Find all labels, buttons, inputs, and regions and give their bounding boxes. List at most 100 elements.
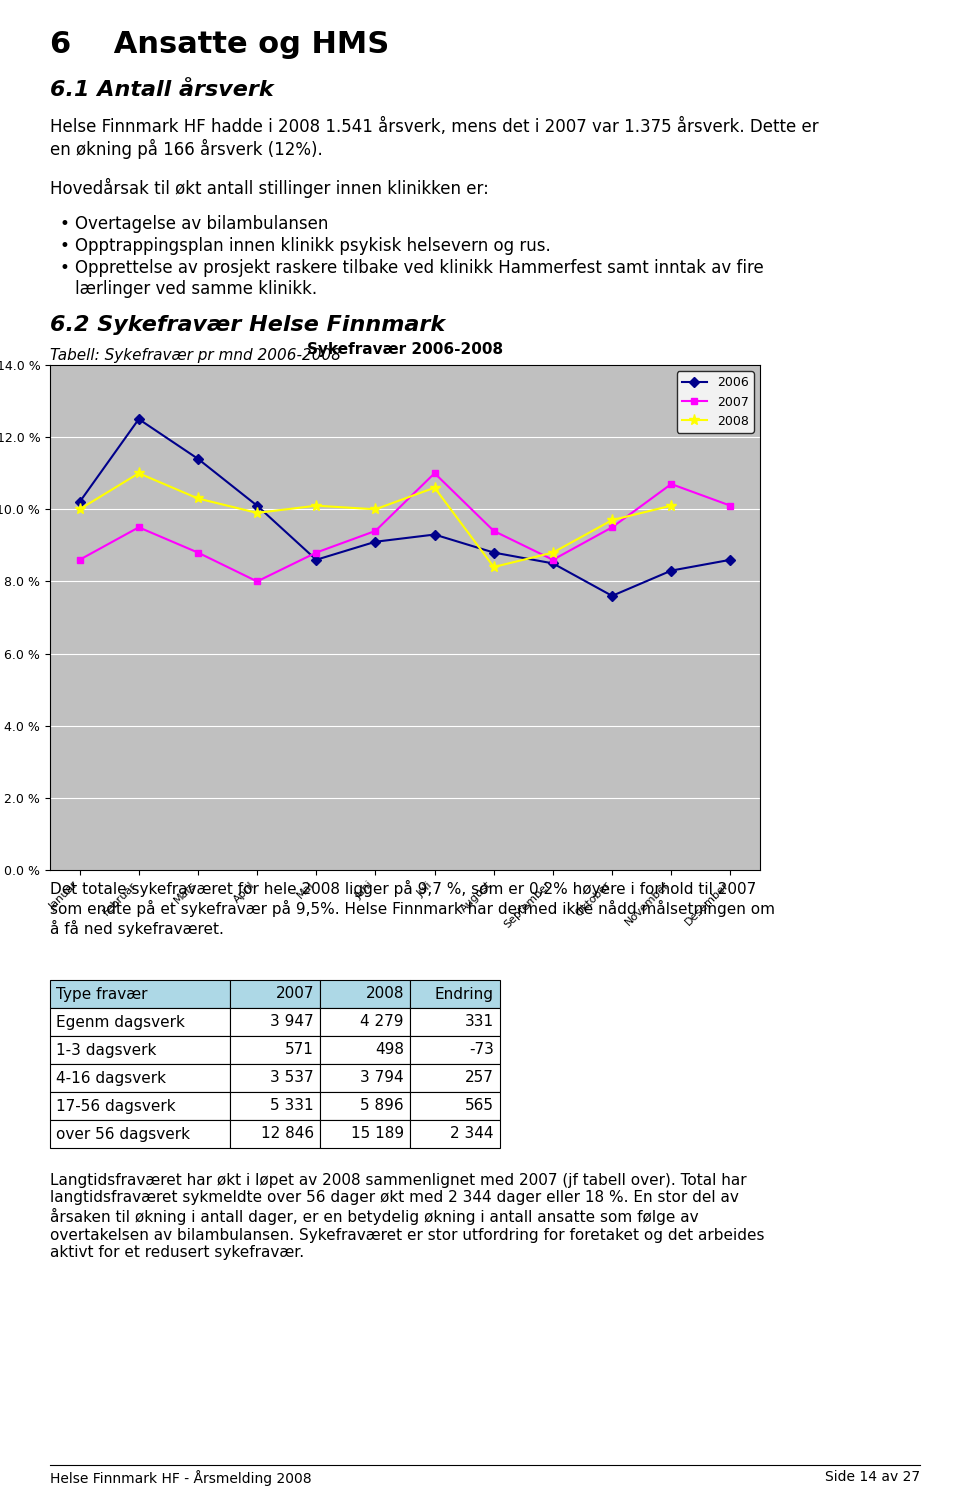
Text: Langtidsfraværet har økt i løpet av 2008 sammenlignet med 2007 (jf tabell over).: Langtidsfraværet har økt i løpet av 2008… xyxy=(50,1173,764,1259)
2008 xyxy=(310,496,322,514)
2006 xyxy=(310,551,322,569)
2007 xyxy=(725,496,736,514)
Text: 5 896: 5 896 xyxy=(360,1098,404,1113)
2007 xyxy=(665,475,677,493)
Text: 6    Ansatte og HMS: 6 Ansatte og HMS xyxy=(50,30,389,58)
2008 xyxy=(252,503,263,521)
Bar xyxy=(320,980,410,1008)
Line: 2006: 2006 xyxy=(76,415,733,599)
2006 xyxy=(192,450,204,468)
Bar xyxy=(410,980,500,1008)
Text: over 56 dagsverk: over 56 dagsverk xyxy=(56,1126,190,1141)
Text: 2007: 2007 xyxy=(276,986,314,1001)
Text: 6.2 Sykefravær Helse Finnmark: 6.2 Sykefravær Helse Finnmark xyxy=(50,315,445,335)
Bar xyxy=(230,980,320,1008)
Text: 3 537: 3 537 xyxy=(271,1071,314,1086)
Bar xyxy=(50,1092,230,1120)
2008 xyxy=(488,559,499,577)
Text: -73: -73 xyxy=(469,1043,494,1058)
2007 xyxy=(547,551,559,569)
Text: •: • xyxy=(60,238,70,255)
2006 xyxy=(665,562,677,580)
2008 xyxy=(665,496,677,514)
Line: 2008: 2008 xyxy=(74,468,677,572)
Title: Sykefravær 2006-2008: Sykefravær 2006-2008 xyxy=(307,342,503,357)
Bar xyxy=(230,1064,320,1092)
Bar xyxy=(320,1008,410,1035)
Bar xyxy=(50,1035,230,1064)
Text: 1-3 dagsverk: 1-3 dagsverk xyxy=(56,1043,156,1058)
Bar xyxy=(230,1120,320,1147)
Text: •: • xyxy=(60,258,70,276)
Text: Type fravær: Type fravær xyxy=(56,986,148,1001)
2007 xyxy=(252,572,263,590)
Bar xyxy=(230,1092,320,1120)
2006 xyxy=(607,587,618,605)
2007 xyxy=(370,521,381,539)
2007 xyxy=(74,551,85,569)
Bar xyxy=(50,1120,230,1147)
Bar xyxy=(410,1035,500,1064)
2006 xyxy=(488,544,499,562)
Text: Side 14 av 27: Side 14 av 27 xyxy=(825,1470,920,1484)
Bar xyxy=(410,1092,500,1120)
Bar xyxy=(410,1064,500,1092)
2007 xyxy=(607,518,618,536)
Text: Endring: Endring xyxy=(435,986,494,1001)
Text: •: • xyxy=(60,215,70,233)
Text: 12 846: 12 846 xyxy=(261,1126,314,1141)
2008 xyxy=(370,500,381,518)
Text: 5 331: 5 331 xyxy=(271,1098,314,1113)
Text: Egenm dagsverk: Egenm dagsverk xyxy=(56,1014,185,1029)
Text: Det totale sykefraværet for hele 2008 ligger på 9,7 %, som er 0,2% høyere i forh: Det totale sykefraværet for hele 2008 li… xyxy=(50,880,775,937)
2007 xyxy=(192,544,204,562)
Text: Tabell: Sykefravær pr mnd 2006-2008: Tabell: Sykefravær pr mnd 2006-2008 xyxy=(50,348,341,363)
Text: Opptrappingsplan innen klinikk psykisk helsevern og rus.: Opptrappingsplan innen klinikk psykisk h… xyxy=(75,238,551,255)
Text: 571: 571 xyxy=(285,1043,314,1058)
Text: Opprettelse av prosjekt raskere tilbake ved klinikk Hammerfest samt inntak av fi: Opprettelse av prosjekt raskere tilbake … xyxy=(75,258,764,297)
Text: 3 794: 3 794 xyxy=(360,1071,404,1086)
2007 xyxy=(488,521,499,539)
Text: 4 279: 4 279 xyxy=(361,1014,404,1029)
2006 xyxy=(133,411,145,429)
Text: 2 344: 2 344 xyxy=(450,1126,494,1141)
Text: 565: 565 xyxy=(465,1098,494,1113)
Text: 15 189: 15 189 xyxy=(350,1126,404,1141)
Bar xyxy=(230,1035,320,1064)
Line: 2007: 2007 xyxy=(76,469,733,584)
Text: 6.1 Antall årsverk: 6.1 Antall årsverk xyxy=(50,81,274,100)
Text: 331: 331 xyxy=(465,1014,494,1029)
Bar xyxy=(50,980,230,1008)
2007 xyxy=(133,518,145,536)
2007 xyxy=(310,544,322,562)
2007 xyxy=(429,465,441,483)
2008 xyxy=(192,490,204,508)
Bar xyxy=(410,1008,500,1035)
2008 xyxy=(607,511,618,529)
Text: 3 947: 3 947 xyxy=(271,1014,314,1029)
Text: 4-16 dagsverk: 4-16 dagsverk xyxy=(56,1071,166,1086)
Bar xyxy=(50,1064,230,1092)
Text: Helse Finnmark HF - Årsmelding 2008: Helse Finnmark HF - Årsmelding 2008 xyxy=(50,1470,312,1487)
2006 xyxy=(252,496,263,514)
Text: Hovedårsak til økt antall stillinger innen klinikken er:: Hovedårsak til økt antall stillinger inn… xyxy=(50,178,489,199)
Bar xyxy=(320,1120,410,1147)
2008 xyxy=(74,500,85,518)
2006 xyxy=(74,493,85,511)
2008 xyxy=(133,465,145,483)
Text: 498: 498 xyxy=(375,1043,404,1058)
2006 xyxy=(429,526,441,544)
2008 xyxy=(547,544,559,562)
2006 xyxy=(370,533,381,551)
Text: 2008: 2008 xyxy=(366,986,404,1001)
Text: 17-56 dagsverk: 17-56 dagsverk xyxy=(56,1098,176,1113)
Text: Helse Finnmark HF hadde i 2008 1.541 årsverk, mens det i 2007 var 1.375 årsverk.: Helse Finnmark HF hadde i 2008 1.541 års… xyxy=(50,118,819,160)
Bar xyxy=(230,1008,320,1035)
Text: 257: 257 xyxy=(466,1071,494,1086)
Legend: 2006, 2007, 2008: 2006, 2007, 2008 xyxy=(677,371,754,433)
Bar xyxy=(320,1064,410,1092)
Bar xyxy=(50,1008,230,1035)
2008 xyxy=(429,478,441,496)
Bar xyxy=(320,1035,410,1064)
2006 xyxy=(725,551,736,569)
